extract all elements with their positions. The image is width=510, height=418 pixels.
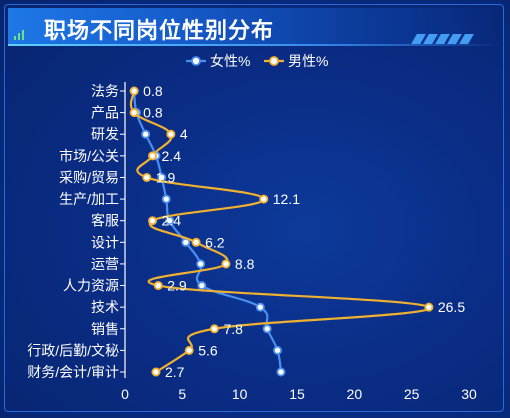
female-point — [197, 281, 207, 291]
data-label: 5.6 — [198, 342, 218, 358]
data-label: 6.2 — [205, 234, 225, 250]
signal-icon — [14, 30, 28, 40]
male-legend-marker — [269, 56, 279, 66]
page-title: 职场不同岗位性别分布 — [44, 18, 275, 43]
male-point — [424, 302, 434, 312]
y-tick-label: 研发 — [91, 126, 119, 142]
data-label: 2.9 — [167, 278, 187, 294]
female-legend-label: 女性% — [210, 53, 250, 69]
panel-frame — [4, 4, 504, 412]
male-point — [129, 86, 139, 96]
y-tick-label: 市场/公关 — [59, 148, 119, 164]
x-tick-label: 10 — [232, 386, 248, 402]
y-tick-label: 人力资源 — [63, 278, 119, 294]
male-point — [151, 367, 161, 377]
y-tick-label: 运营 — [91, 256, 119, 272]
female-point — [273, 345, 283, 355]
female-point — [196, 259, 206, 269]
female-point — [276, 367, 286, 377]
x-tick-label: 5 — [178, 386, 186, 402]
y-tick-label: 财务/会计/审计 — [27, 364, 119, 380]
data-label: 1.9 — [156, 169, 176, 185]
data-label: 0.8 — [143, 105, 163, 121]
data-label: 2.4 — [162, 148, 182, 164]
male-series-line — [129, 90, 431, 373]
data-label: 2.7 — [165, 364, 185, 380]
male-point — [148, 216, 158, 226]
male-point — [184, 345, 194, 355]
male-point — [142, 172, 152, 182]
y-tick-label: 生产/加工 — [59, 191, 119, 207]
male-point — [191, 237, 201, 247]
female-point — [255, 302, 265, 312]
y-tick-label: 法务 — [91, 83, 119, 99]
data-label: 7.8 — [223, 321, 243, 337]
male-point — [166, 129, 176, 139]
y-tick-label: 客服 — [91, 213, 119, 229]
x-tick-label: 15 — [289, 386, 305, 402]
y-tick-label: 行政/后勤/文秘 — [27, 342, 119, 358]
data-label: 8.8 — [235, 256, 255, 272]
data-label: 4 — [180, 126, 188, 142]
data-label: 12.1 — [273, 191, 300, 207]
male-point — [209, 324, 219, 334]
female-point — [141, 129, 151, 139]
data-label: 2.4 — [162, 213, 182, 229]
x-tick-label: 25 — [404, 386, 420, 402]
female-point — [262, 324, 272, 334]
y-tick-label: 产品 — [91, 105, 119, 121]
y-tick-label: 采购/贸易 — [59, 169, 119, 185]
x-tick-label: 30 — [461, 386, 477, 402]
data-label: 0.8 — [143, 83, 163, 99]
y-tick-label: 设计 — [91, 234, 119, 250]
x-tick-label: 0 — [121, 386, 129, 402]
data-label: 26.5 — [438, 299, 465, 315]
female-legend-marker — [191, 56, 201, 66]
x-tick-label: 20 — [347, 386, 363, 402]
male-point — [259, 194, 269, 204]
y-tick-label: 销售 — [91, 321, 119, 337]
male-point — [148, 151, 158, 161]
male-legend-label: 男性% — [288, 53, 328, 69]
male-point — [129, 108, 139, 118]
female-point — [161, 194, 171, 204]
male-point — [153, 281, 163, 291]
male-point — [221, 259, 231, 269]
y-tick-label: 技术 — [91, 299, 119, 315]
